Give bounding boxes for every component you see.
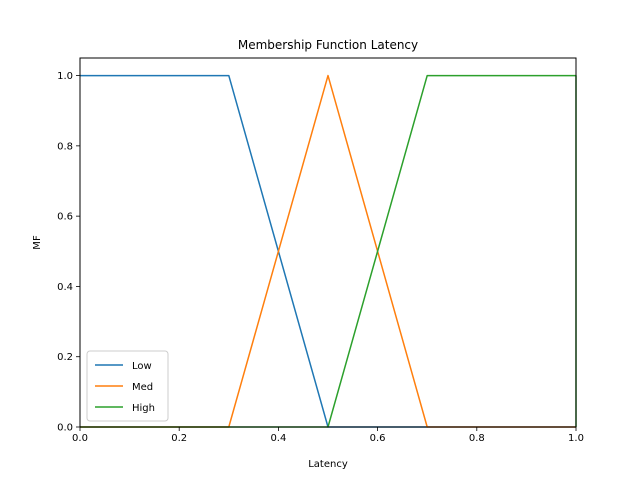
legend-box bbox=[86, 350, 169, 422]
legend-label-med: Med bbox=[132, 382, 153, 393]
chart-title: Membership Function Latency bbox=[238, 38, 418, 52]
y-tick-label: 0.4 bbox=[57, 282, 73, 293]
y-tick-label: 0.0 bbox=[57, 423, 73, 434]
y-axis-label: MF bbox=[32, 235, 43, 250]
plot-frame bbox=[79, 57, 577, 428]
y-axis: 0.0 0.2 0.4 0.6 0.8 1.0 bbox=[57, 71, 80, 434]
y-tick-label: 1.0 bbox=[57, 71, 73, 82]
y-tick-label: 0.6 bbox=[57, 212, 73, 223]
x-tick-label: 0.6 bbox=[370, 433, 386, 444]
legend: Low Med High bbox=[86, 350, 169, 422]
x-axis-label: Latency bbox=[308, 459, 348, 470]
x-axis: 0.0 0.2 0.4 0.6 0.8 1.0 bbox=[72, 427, 584, 444]
x-tick-label: 1.0 bbox=[568, 433, 584, 444]
legend-label-high: High bbox=[132, 403, 155, 414]
y-tick-label: 0.2 bbox=[57, 352, 73, 363]
legend-label-low: Low bbox=[132, 361, 152, 372]
y-tick-label: 0.8 bbox=[57, 141, 73, 152]
x-tick-label: 0.4 bbox=[270, 433, 286, 444]
x-tick-label: 0.2 bbox=[171, 433, 187, 444]
x-tick-label: 0.8 bbox=[469, 433, 485, 444]
x-tick-label: 0.0 bbox=[72, 433, 88, 444]
